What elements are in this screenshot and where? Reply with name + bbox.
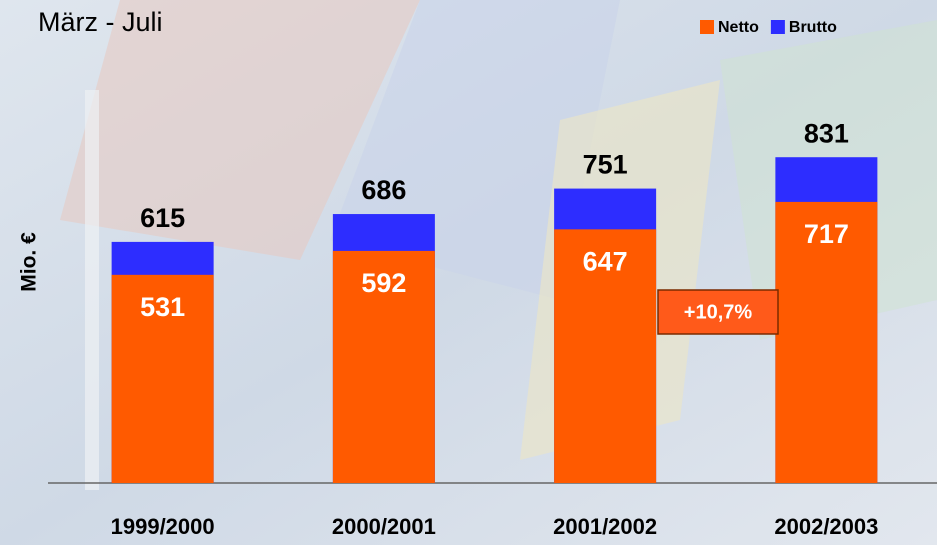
bg-shape [85,90,99,490]
bg-shape [60,0,420,260]
x-tick-label: 2001/2002 [553,514,657,539]
legend-label: Netto [718,19,759,36]
value-label: 647 [583,246,628,276]
annotation-box [657,289,779,335]
value-label: 615 [140,203,185,233]
x-tick-label: 1999/2000 [111,514,215,539]
value-label: 531 [140,292,185,322]
bar [332,250,435,483]
chart-title: März - Juli [38,7,163,37]
x-tick-label: 2000/2001 [332,514,436,539]
legend-swatch [700,20,714,34]
value-label: 592 [361,268,406,298]
value-label: 831 [804,118,849,148]
legend-swatch [770,20,785,34]
bar [554,229,657,483]
legend-label: Brutto [789,19,837,36]
value-label: 717 [804,219,849,249]
annotation: +10,7% [684,301,753,323]
x-tick-label: 2002/2003 [774,514,878,539]
bar [775,201,878,483]
marks [111,157,878,484]
value-label: 751 [583,150,628,180]
y-axis-label: Mio. € [18,232,41,292]
bar [111,274,214,483]
value-label: 686 [361,175,406,205]
